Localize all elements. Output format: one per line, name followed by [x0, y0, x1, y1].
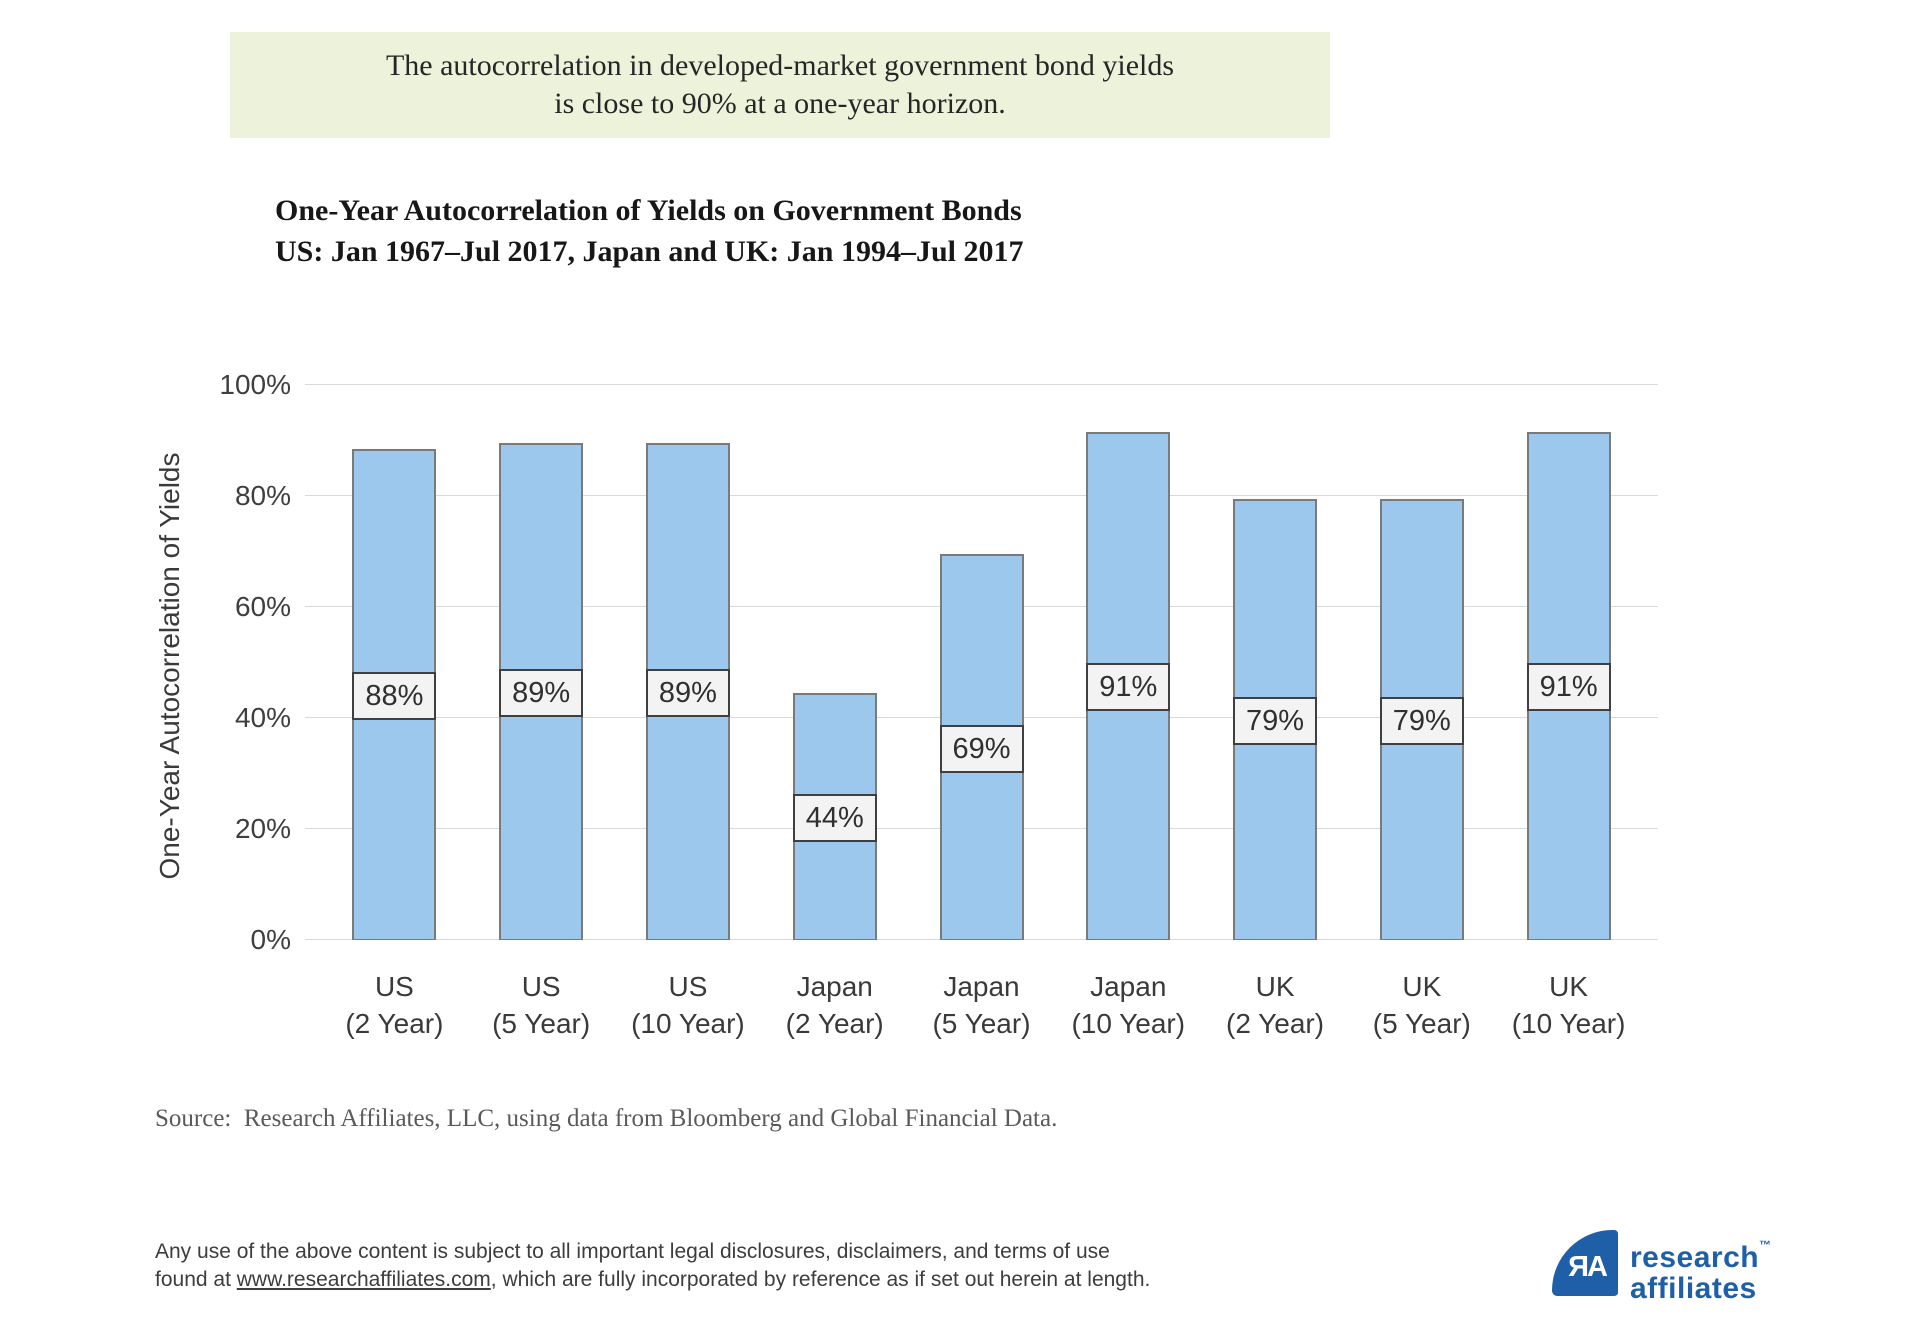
bar-value-label-japan-5-year: 69%	[939, 724, 1024, 773]
chart-title: One-Year Autocorrelation of Yields on Go…	[275, 190, 1023, 272]
bar-value-label-uk-5-year: 79%	[1379, 696, 1464, 745]
bar-value-label-us-5-year: 89%	[499, 669, 584, 718]
x-category-tenor: (5 Year)	[492, 1008, 591, 1039]
chart-title-line2: US: Jan 1967–Jul 2017, Japan and UK: Jan…	[275, 235, 1024, 268]
gridline-80	[305, 495, 1658, 496]
source-note: Source: Research Affiliates, LLC, using …	[155, 1105, 1058, 1132]
x-category-label-japan-10-year: Japan (10 Year)	[1043, 968, 1213, 1042]
x-category-tenor: (10 Year)	[1511, 1008, 1626, 1039]
x-category-country: UK	[1255, 971, 1295, 1002]
disclaimer-line2: , which are fully incorporated by refere…	[490, 1268, 1151, 1291]
bar-value-label-us-10-year: 89%	[645, 669, 730, 718]
trademark-symbol: ™	[1759, 1238, 1772, 1252]
headline-line2: is close to 90% at a one-year horizon.	[554, 87, 1006, 120]
x-category-country: US	[668, 971, 708, 1002]
legal-disclaimer: Any use of the above content is subject …	[155, 1238, 1165, 1294]
x-category-label-us-10-year: US (10 Year)	[603, 968, 773, 1042]
gridline-100	[305, 384, 1658, 385]
x-category-country: Japan	[1090, 971, 1167, 1002]
x-category-label-uk-2-year: UK (2 Year)	[1190, 968, 1360, 1042]
logo-word-affiliates: affiliates	[1630, 1272, 1757, 1305]
chart-title-line1: One-Year Autocorrelation of Yields on Go…	[275, 194, 1022, 227]
bar-value-label-japan-10-year: 91%	[1086, 663, 1171, 712]
x-category-label-japan-2-year: Japan (2 Year)	[750, 968, 920, 1042]
x-category-country: UK	[1402, 971, 1442, 1002]
x-category-tenor: (10 Year)	[631, 1008, 745, 1039]
headline-line1: The autocorrelation in developed-market …	[385, 49, 1175, 82]
x-category-country: US	[521, 971, 561, 1002]
x-category-label-uk-5-year: UK (5 Year)	[1337, 968, 1507, 1042]
ra-logo-mark-icon: ЯA	[1552, 1230, 1618, 1296]
disclaimer-line1: Any use of the above content is subject …	[155, 1240, 1110, 1291]
bar-value-label-us-2-year: 88%	[352, 671, 437, 720]
x-category-label-us-5-year: US (5 Year)	[456, 968, 626, 1042]
y-tick-label-80: 80%	[234, 480, 291, 511]
x-axis-labels: US (2 Year) US (5 Year) US (10 Year) Japan (2 Y…	[321, 968, 1642, 1078]
x-category-country: Japan	[796, 971, 873, 1002]
y-tick-label-20: 20%	[234, 813, 291, 844]
ra-monogram: ЯA	[1568, 1250, 1608, 1283]
bar-value-label-japan-2-year: 44%	[792, 793, 877, 842]
y-tick-label-40: 40%	[234, 702, 291, 733]
x-category-country: Japan	[943, 971, 1020, 1002]
x-category-tenor: (2 Year)	[345, 1008, 444, 1039]
y-tick-label-0: 0%	[250, 924, 291, 955]
y-tick-label-100: 100%	[219, 369, 291, 400]
x-category-tenor: (5 Year)	[932, 1008, 1031, 1039]
x-category-tenor: (2 Year)	[785, 1008, 884, 1039]
x-category-label-japan-5-year: Japan (5 Year)	[897, 968, 1067, 1042]
logo-wordmark: research™ affiliates	[1630, 1230, 1772, 1304]
research-affiliates-logo: ЯA research™ affiliates	[1552, 1230, 1772, 1304]
y-tick-label-60: 60%	[234, 591, 291, 622]
headline-banner: The autocorrelation in developed-market …	[230, 32, 1330, 138]
bar-value-label-uk-10-year: 91%	[1526, 663, 1611, 712]
x-category-country: US	[374, 971, 414, 1002]
x-category-tenor: (10 Year)	[1071, 1008, 1186, 1039]
x-category-label-uk-10-year: UK (10 Year)	[1484, 968, 1654, 1042]
x-category-country: UK	[1549, 971, 1589, 1002]
x-category-tenor: (2 Year)	[1226, 1008, 1325, 1039]
bar-value-label-uk-2-year: 79%	[1233, 696, 1318, 745]
plot-area: 0% 20% 40% 60% 80% 100% 88% 89% 89% 44% 69% 91% 79% 7…	[219, 369, 1658, 955]
logo-word-research: research™	[1630, 1238, 1772, 1274]
x-category-label-us-2-year: US (2 Year)	[309, 968, 479, 1042]
researchaffiliates-link[interactable]: www.researchaffiliates.com	[236, 1268, 491, 1291]
x-category-tenor: (5 Year)	[1372, 1008, 1471, 1039]
